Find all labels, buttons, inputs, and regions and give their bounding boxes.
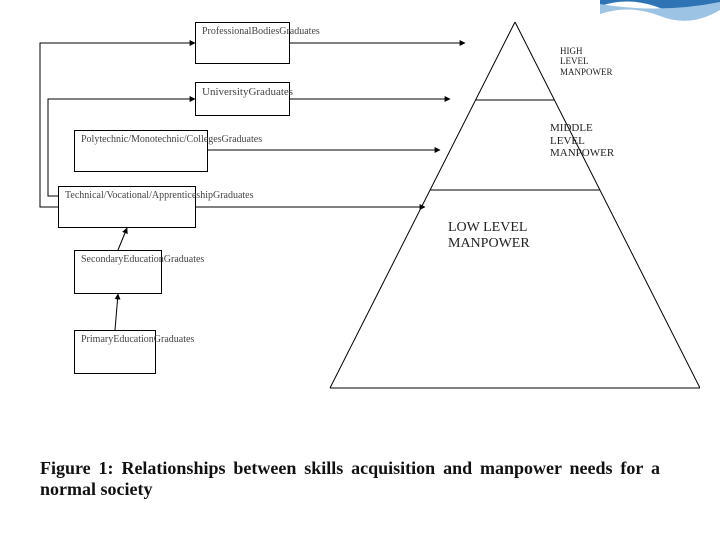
slide: ProfessionalBodiesGraduates UniversityGr… (0, 0, 720, 540)
node-polytechnic-graduates: Polytechnic/Monotechnic/CollegesGraduate… (74, 130, 208, 172)
node-secondary-education-graduates: SecondaryEducationGraduates (74, 250, 162, 294)
figure-caption: Figure 1: Relationships between skills a… (40, 458, 660, 500)
diagram-canvas: ProfessionalBodiesGraduates UniversityGr… (20, 10, 700, 430)
pyramid-label-low: LOW LEVELMANPOWER (448, 220, 530, 252)
pyramid (330, 22, 700, 388)
pyramid-label-middle: MIDDLELEVELMANPOWER (550, 122, 614, 160)
node-technical-vocational-graduates: Technical/Vocational/ApprenticeshipGradu… (58, 186, 196, 228)
node-university-graduates: UniversityGraduates (195, 82, 290, 116)
pyramid-label-high: HIGHLEVELMANPOWER (560, 46, 613, 77)
node-professional-bodies-graduates: ProfessionalBodiesGraduates (195, 22, 290, 64)
node-primary-education-graduates: PrimaryEducationGraduates (74, 330, 156, 374)
